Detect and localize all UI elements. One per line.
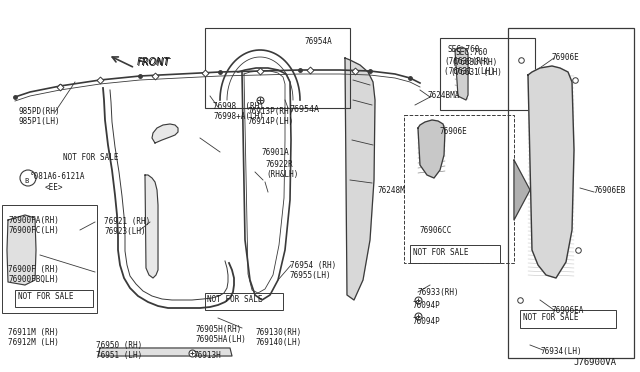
Text: 985P1(LH): 985P1(LH) [18, 117, 60, 126]
Text: 7624BMA: 7624BMA [428, 91, 460, 100]
Bar [205, 28, 350, 108]
Bar [520, 310, 616, 328]
Text: 76922R: 76922R [266, 160, 294, 169]
Polygon shape [455, 47, 468, 100]
Text: 76248M: 76248M [378, 186, 406, 195]
Text: 76906CC: 76906CC [420, 226, 452, 235]
Bar [410, 245, 500, 263]
Text: (RH&LH): (RH&LH) [266, 170, 298, 179]
Text: 76954A: 76954A [289, 105, 319, 114]
Text: NOT FOR SALE: NOT FOR SALE [413, 248, 468, 257]
Polygon shape [418, 120, 445, 178]
Text: 76934(LH): 76934(LH) [541, 347, 582, 356]
Text: 76906E: 76906E [552, 53, 580, 62]
Text: 76911M (RH): 76911M (RH) [8, 328, 59, 337]
Text: 76923(LH): 76923(LH) [104, 227, 146, 236]
Bar [205, 293, 283, 310]
Text: NOT FOR SALE: NOT FOR SALE [18, 292, 74, 301]
Text: 76906EB: 76906EB [594, 186, 627, 195]
Text: 76094P: 76094P [413, 301, 441, 310]
Text: 76900FBQLH): 76900FBQLH) [8, 275, 59, 284]
Text: 76921 (RH): 76921 (RH) [104, 217, 150, 226]
Text: 769140(LH): 769140(LH) [256, 338, 302, 347]
Text: SEC.760: SEC.760 [448, 45, 481, 54]
Text: (76631 (LH): (76631 (LH) [451, 68, 502, 77]
Text: 76900F (RH): 76900F (RH) [8, 265, 59, 274]
Text: 76905H(RH): 76905H(RH) [196, 325, 243, 334]
Text: 76950 (RH): 76950 (RH) [96, 341, 142, 350]
Text: 76094P: 76094P [413, 317, 441, 326]
Text: 76906EA: 76906EA [552, 306, 584, 315]
Text: 76998  (RH): 76998 (RH) [213, 102, 264, 111]
Text: FRONT: FRONT [138, 58, 172, 68]
Text: 76955(LH): 76955(LH) [290, 271, 332, 280]
Text: 76954 (RH): 76954 (RH) [290, 261, 336, 270]
Text: 76913P(RH): 76913P(RH) [248, 107, 294, 116]
Polygon shape [98, 348, 232, 356]
Text: 76914P(LH): 76914P(LH) [248, 117, 294, 126]
Polygon shape [145, 175, 158, 278]
Text: 76912M (LH): 76912M (LH) [8, 338, 59, 347]
Text: 76901A: 76901A [262, 148, 290, 157]
Bar [508, 28, 634, 358]
Text: FRONT: FRONT [137, 57, 170, 67]
Polygon shape [514, 160, 530, 220]
Bar [440, 38, 535, 110]
Polygon shape [528, 66, 574, 278]
Text: 76951 (LH): 76951 (LH) [96, 351, 142, 360]
Text: B: B [24, 178, 28, 184]
Text: 76933(RH): 76933(RH) [418, 288, 460, 297]
Text: J76900VA: J76900VA [573, 358, 616, 367]
Text: 985PD(RH): 985PD(RH) [18, 107, 60, 116]
Bar [2, 205, 97, 313]
Text: 76900FA(RH): 76900FA(RH) [8, 216, 59, 225]
Text: °081A6-6121A: °081A6-6121A [30, 172, 86, 181]
Text: 76998+A(LH): 76998+A(LH) [213, 112, 264, 121]
Text: (76631 (LH): (76631 (LH) [444, 67, 495, 76]
Polygon shape [345, 58, 375, 300]
Text: (76630(RH): (76630(RH) [451, 58, 497, 67]
Polygon shape [7, 215, 36, 285]
Text: 76913H: 76913H [194, 351, 221, 360]
Bar [404, 115, 514, 263]
Text: 76906E: 76906E [440, 127, 468, 136]
Polygon shape [152, 124, 178, 143]
Text: 769130(RH): 769130(RH) [256, 328, 302, 337]
Text: 76900FC(LH): 76900FC(LH) [8, 226, 59, 235]
Text: NOT FOR SALE: NOT FOR SALE [207, 295, 262, 304]
Bar [15, 290, 93, 307]
Text: NOT FOR SALE: NOT FOR SALE [523, 313, 579, 322]
Text: SEC.760: SEC.760 [456, 48, 488, 57]
Text: <EE>: <EE> [45, 183, 63, 192]
Text: NOT FOR SALE: NOT FOR SALE [63, 153, 118, 162]
Text: (76630(RH): (76630(RH) [444, 57, 490, 66]
Text: 76954A: 76954A [305, 37, 333, 46]
Text: 76905HA(LH): 76905HA(LH) [196, 335, 247, 344]
